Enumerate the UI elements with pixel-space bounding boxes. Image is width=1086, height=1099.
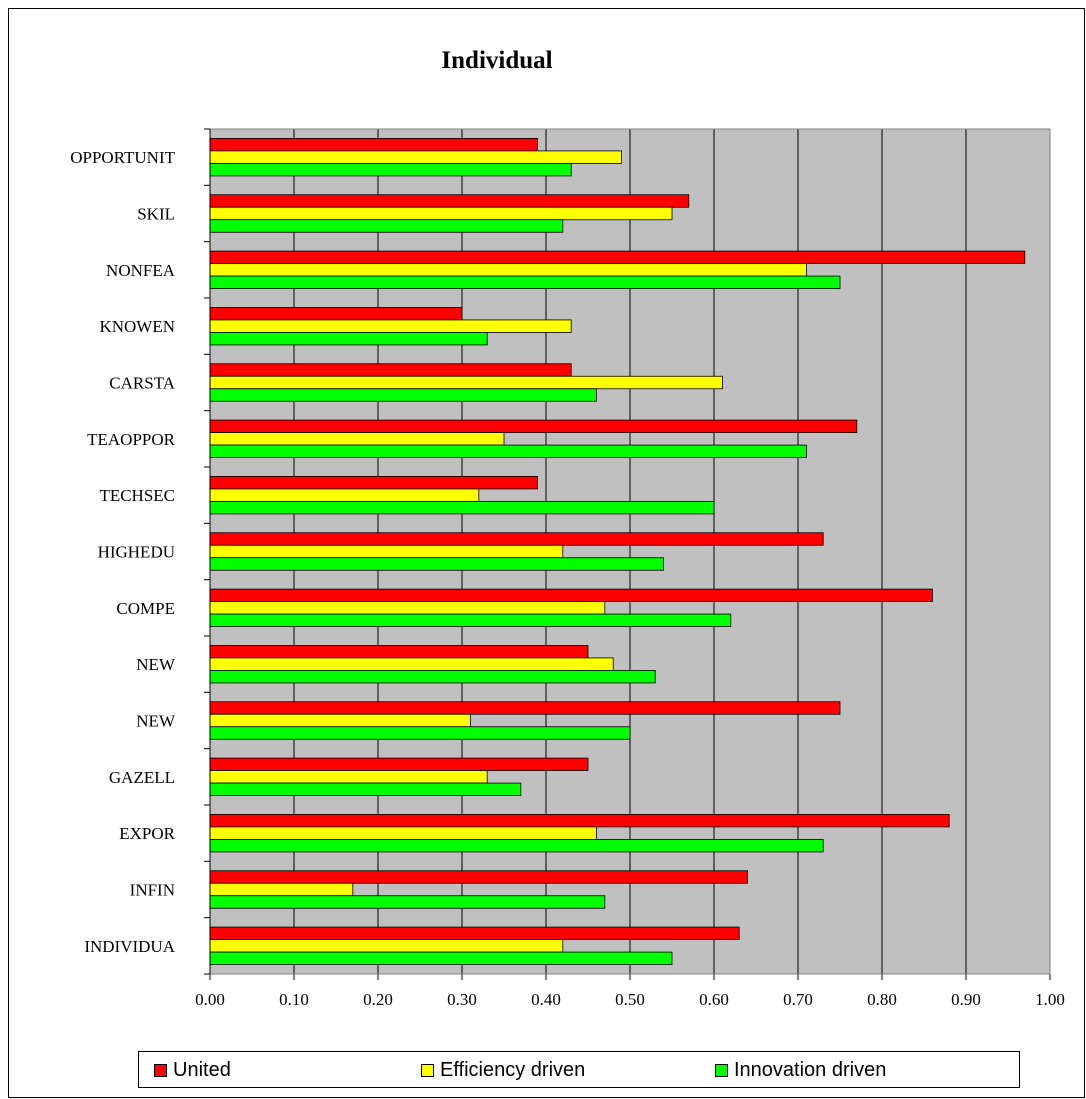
bar-efficiency-driven <box>209 882 354 897</box>
bar-efficiency-driven <box>209 713 471 728</box>
bar-efficiency-driven <box>209 657 614 671</box>
bar-innovation-driven <box>209 670 656 684</box>
x-tick-label: 1.00 <box>1035 990 1065 1009</box>
legend-item-efficiency: Efficiency driven <box>421 1052 585 1089</box>
x-tick-label: 0.40 <box>531 990 561 1009</box>
bars <box>209 138 1026 965</box>
bar-united <box>209 814 950 828</box>
bar-united <box>209 138 539 152</box>
y-category-label: CARSTA <box>109 374 175 393</box>
x-tick-label: 0.70 <box>783 990 813 1009</box>
legend-label-innovation: Innovation driven <box>734 1059 887 1081</box>
y-category-label: SKIL <box>137 205 175 224</box>
bar-innovation-driven <box>209 219 564 233</box>
y-category-label: NEW <box>136 655 176 674</box>
bar-united <box>209 532 824 546</box>
y-category-label: INDIVIDUA <box>84 937 175 956</box>
legend-swatch-efficiency <box>421 1064 434 1077</box>
y-category-label: HIGHEDU <box>98 543 175 562</box>
y-category-label: KNOWEN <box>99 317 175 336</box>
bar-innovation-driven <box>209 444 807 458</box>
bar-united <box>209 701 841 715</box>
bar-innovation-driven <box>209 501 715 515</box>
chart-title: Individual <box>441 47 552 74</box>
axes <box>204 128 1051 980</box>
bar-efficiency-driven <box>209 544 564 559</box>
bar-united <box>209 476 539 490</box>
bar-efficiency-driven <box>209 150 623 164</box>
bar-innovation-driven <box>209 275 841 289</box>
x-tick-label: 0.50 <box>615 990 645 1009</box>
x-tick-label: 0.30 <box>447 990 477 1009</box>
bar-innovation-driven <box>209 613 732 627</box>
x-tick-label: 0.10 <box>279 990 309 1009</box>
bar-united <box>209 250 1026 264</box>
bar-efficiency-driven <box>209 375 723 390</box>
x-tick-label: 0.80 <box>867 990 897 1009</box>
bar-innovation-driven <box>209 951 673 965</box>
y-category-label: NEW <box>136 712 176 731</box>
bar-innovation-driven <box>209 388 597 402</box>
y-category-label: NONFEA <box>106 261 176 280</box>
bar-united <box>209 307 463 321</box>
bar-innovation-driven <box>209 726 631 740</box>
bar-innovation-driven <box>209 557 665 571</box>
bar-innovation-driven <box>209 895 606 909</box>
bar-efficiency-driven <box>209 206 673 221</box>
legend-label-efficiency: Efficiency driven <box>440 1059 586 1081</box>
bar-united <box>209 194 690 208</box>
bar-efficiency-driven <box>209 601 606 615</box>
y-category-label: COMPE <box>116 599 175 618</box>
bar-efficiency-driven <box>209 939 564 953</box>
x-tick-label: 0.20 <box>363 990 393 1009</box>
x-tick-label: 0.90 <box>951 990 981 1009</box>
legend-item-innovation: Innovation driven <box>715 1052 886 1089</box>
legend-label-united: United <box>173 1059 231 1081</box>
y-category-label: INFIN <box>130 881 175 900</box>
bar-united <box>209 363 572 377</box>
y-category-label: OPPORTUNIT <box>70 148 175 167</box>
y-category-label: TECHSEC <box>99 486 175 505</box>
bar-united <box>209 588 933 602</box>
legend-swatch-united <box>154 1064 167 1077</box>
bar-innovation-driven <box>209 332 488 346</box>
bar-united <box>209 757 589 771</box>
legend-swatch-innovation <box>715 1064 728 1077</box>
bar-efficiency-driven <box>209 488 480 502</box>
y-category-label: TEAOPPOR <box>87 430 176 449</box>
legend-item-united: United <box>154 1052 231 1089</box>
y-category-label: EXPOR <box>119 824 175 843</box>
x-tick-label: 0.60 <box>699 990 729 1009</box>
bar-efficiency-driven <box>209 432 505 446</box>
bar-efficiency-driven <box>209 826 597 840</box>
bar-efficiency-driven <box>209 319 572 333</box>
bar-efficiency-driven <box>209 770 488 784</box>
bar-united <box>209 870 748 884</box>
bar-united <box>209 645 589 659</box>
bar-united <box>209 926 740 940</box>
axis-labels: 0.00 0.10 0.20 0.30 0.40 0.50 0.60 0.70 0.80 0.90… <box>70 148 1065 1009</box>
bar-united <box>209 419 858 433</box>
legend: United Efficiency driven Innovation driv… <box>138 1051 1020 1088</box>
bar-efficiency-driven <box>209 263 807 277</box>
x-tick-label: 0.00 <box>195 990 225 1009</box>
bar-innovation-driven <box>209 163 572 177</box>
bar-innovation-driven <box>209 782 522 796</box>
y-category-label: GAZELL <box>109 768 175 787</box>
bar-innovation-driven <box>209 839 824 853</box>
